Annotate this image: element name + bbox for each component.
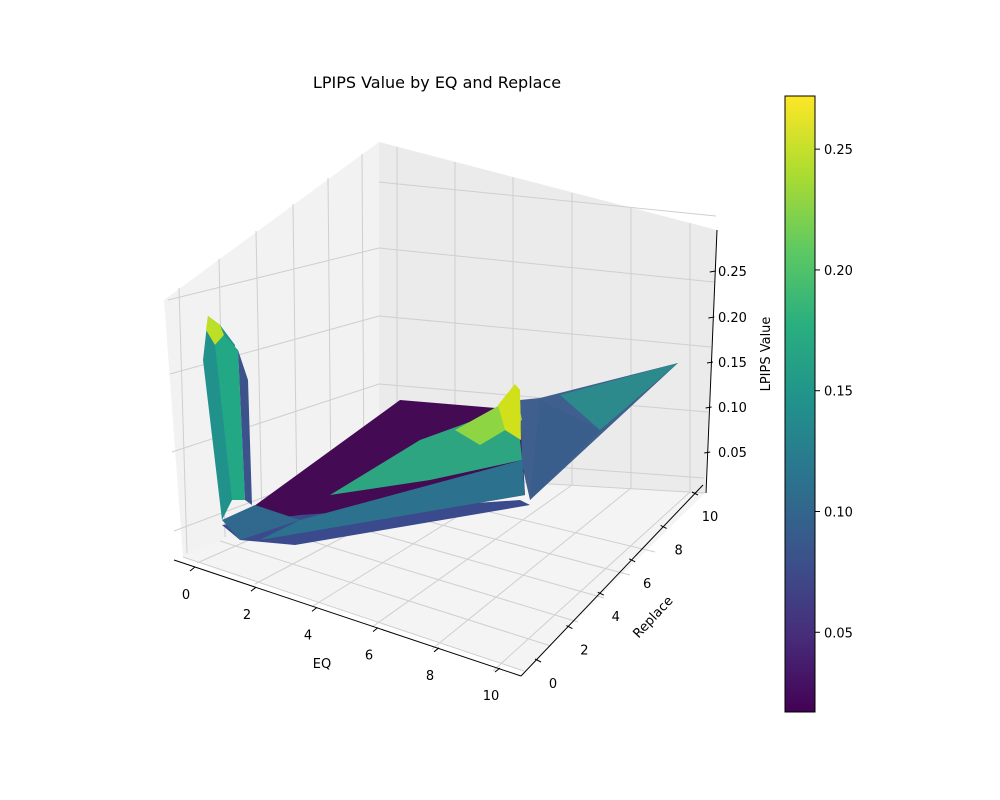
eq-tick-label: 2 <box>243 608 251 623</box>
replace-tick-mark <box>534 658 542 663</box>
lpips-axis-label: LPIPS Value <box>759 317 774 392</box>
eq-tick-label: 0 <box>182 588 190 603</box>
lpips-tick-label: 0.25 <box>718 265 747 280</box>
axis-lines <box>173 229 718 677</box>
surface-right-plane <box>560 363 678 430</box>
replace-tick-mark <box>628 558 636 563</box>
surface-spike <box>238 350 252 505</box>
eq-tick-label: 8 <box>426 669 434 684</box>
eq-tick-mark <box>372 627 379 632</box>
surface-spike <box>206 316 224 345</box>
eq-tick-label: 6 <box>365 649 373 664</box>
lpips-tick-mark <box>706 361 714 364</box>
surface-plot <box>203 316 678 545</box>
replace-tick-label: 6 <box>643 577 651 592</box>
surface-spike <box>215 335 245 500</box>
eq-tick-mark <box>250 586 257 592</box>
colorbar-tick-label: 0.20 <box>824 264 853 279</box>
lpips-axis-line <box>705 229 718 494</box>
eq-tick-mark <box>433 647 440 653</box>
replace-tick-mark <box>597 591 605 596</box>
replace-tick-label: 10 <box>702 510 719 525</box>
surface-floor-patch <box>222 500 530 545</box>
eq-axis-ticks: 0 2 4 6 8 10 <box>182 566 501 704</box>
replace-tick-label: 8 <box>674 543 682 558</box>
surface-ridge-front <box>260 460 525 540</box>
replace-tick-label: 0 <box>549 677 557 692</box>
lpips-tick-label: 0.15 <box>718 356 747 371</box>
colorbar-tick-label: 0.25 <box>824 143 853 158</box>
lpips-axis-ticks: 0.05 0.10 0.15 0.20 0.25 <box>704 265 747 461</box>
surface-right-plane <box>530 400 600 500</box>
colorbar <box>784 95 816 713</box>
lpips-tick-label: 0.05 <box>718 446 747 461</box>
eq-tick-mark <box>189 566 196 572</box>
lpips-tick-mark <box>705 406 712 409</box>
eq-tick-label: 10 <box>483 689 500 704</box>
replace-axis-ticks: 0 2 4 6 8 10 <box>534 491 719 692</box>
lpips-tick-mark <box>704 451 711 454</box>
colorbar-ticks: 0.05 0.10 0.15 0.20 0.25 <box>815 143 853 641</box>
replace-tick-label: 4 <box>612 610 620 625</box>
surface-ridge <box>330 386 522 495</box>
replace-tick-mark <box>660 524 667 529</box>
replace-tick-mark <box>566 625 573 630</box>
eq-tick-label: 4 <box>304 628 312 643</box>
surface-ridge <box>498 384 521 440</box>
lpips-tick-mark <box>709 270 716 273</box>
lpips-tick-label: 0.20 <box>718 311 747 326</box>
eq-axis-line <box>173 559 522 677</box>
replace-axis-line <box>520 484 704 677</box>
replace-tick-label: 2 <box>580 644 588 659</box>
axes-grid <box>167 147 717 672</box>
chart-title: LPIPS Value by EQ and Replace <box>313 73 561 92</box>
eq-axis-label: EQ <box>313 657 331 672</box>
eq-tick-mark <box>494 667 501 673</box>
surface-spike-base <box>222 505 300 540</box>
colorbar-tick-label: 0.05 <box>824 626 853 641</box>
replace-tick-mark <box>691 491 699 496</box>
lpips-tick-label: 0.10 <box>718 401 747 416</box>
colorbar-tick-label: 0.10 <box>824 505 853 520</box>
eq-tick-mark <box>311 607 318 612</box>
lpips-tick-mark <box>708 316 715 319</box>
colorbar-tick-label: 0.15 <box>824 385 853 400</box>
replace-axis-label: Replace <box>630 594 676 642</box>
